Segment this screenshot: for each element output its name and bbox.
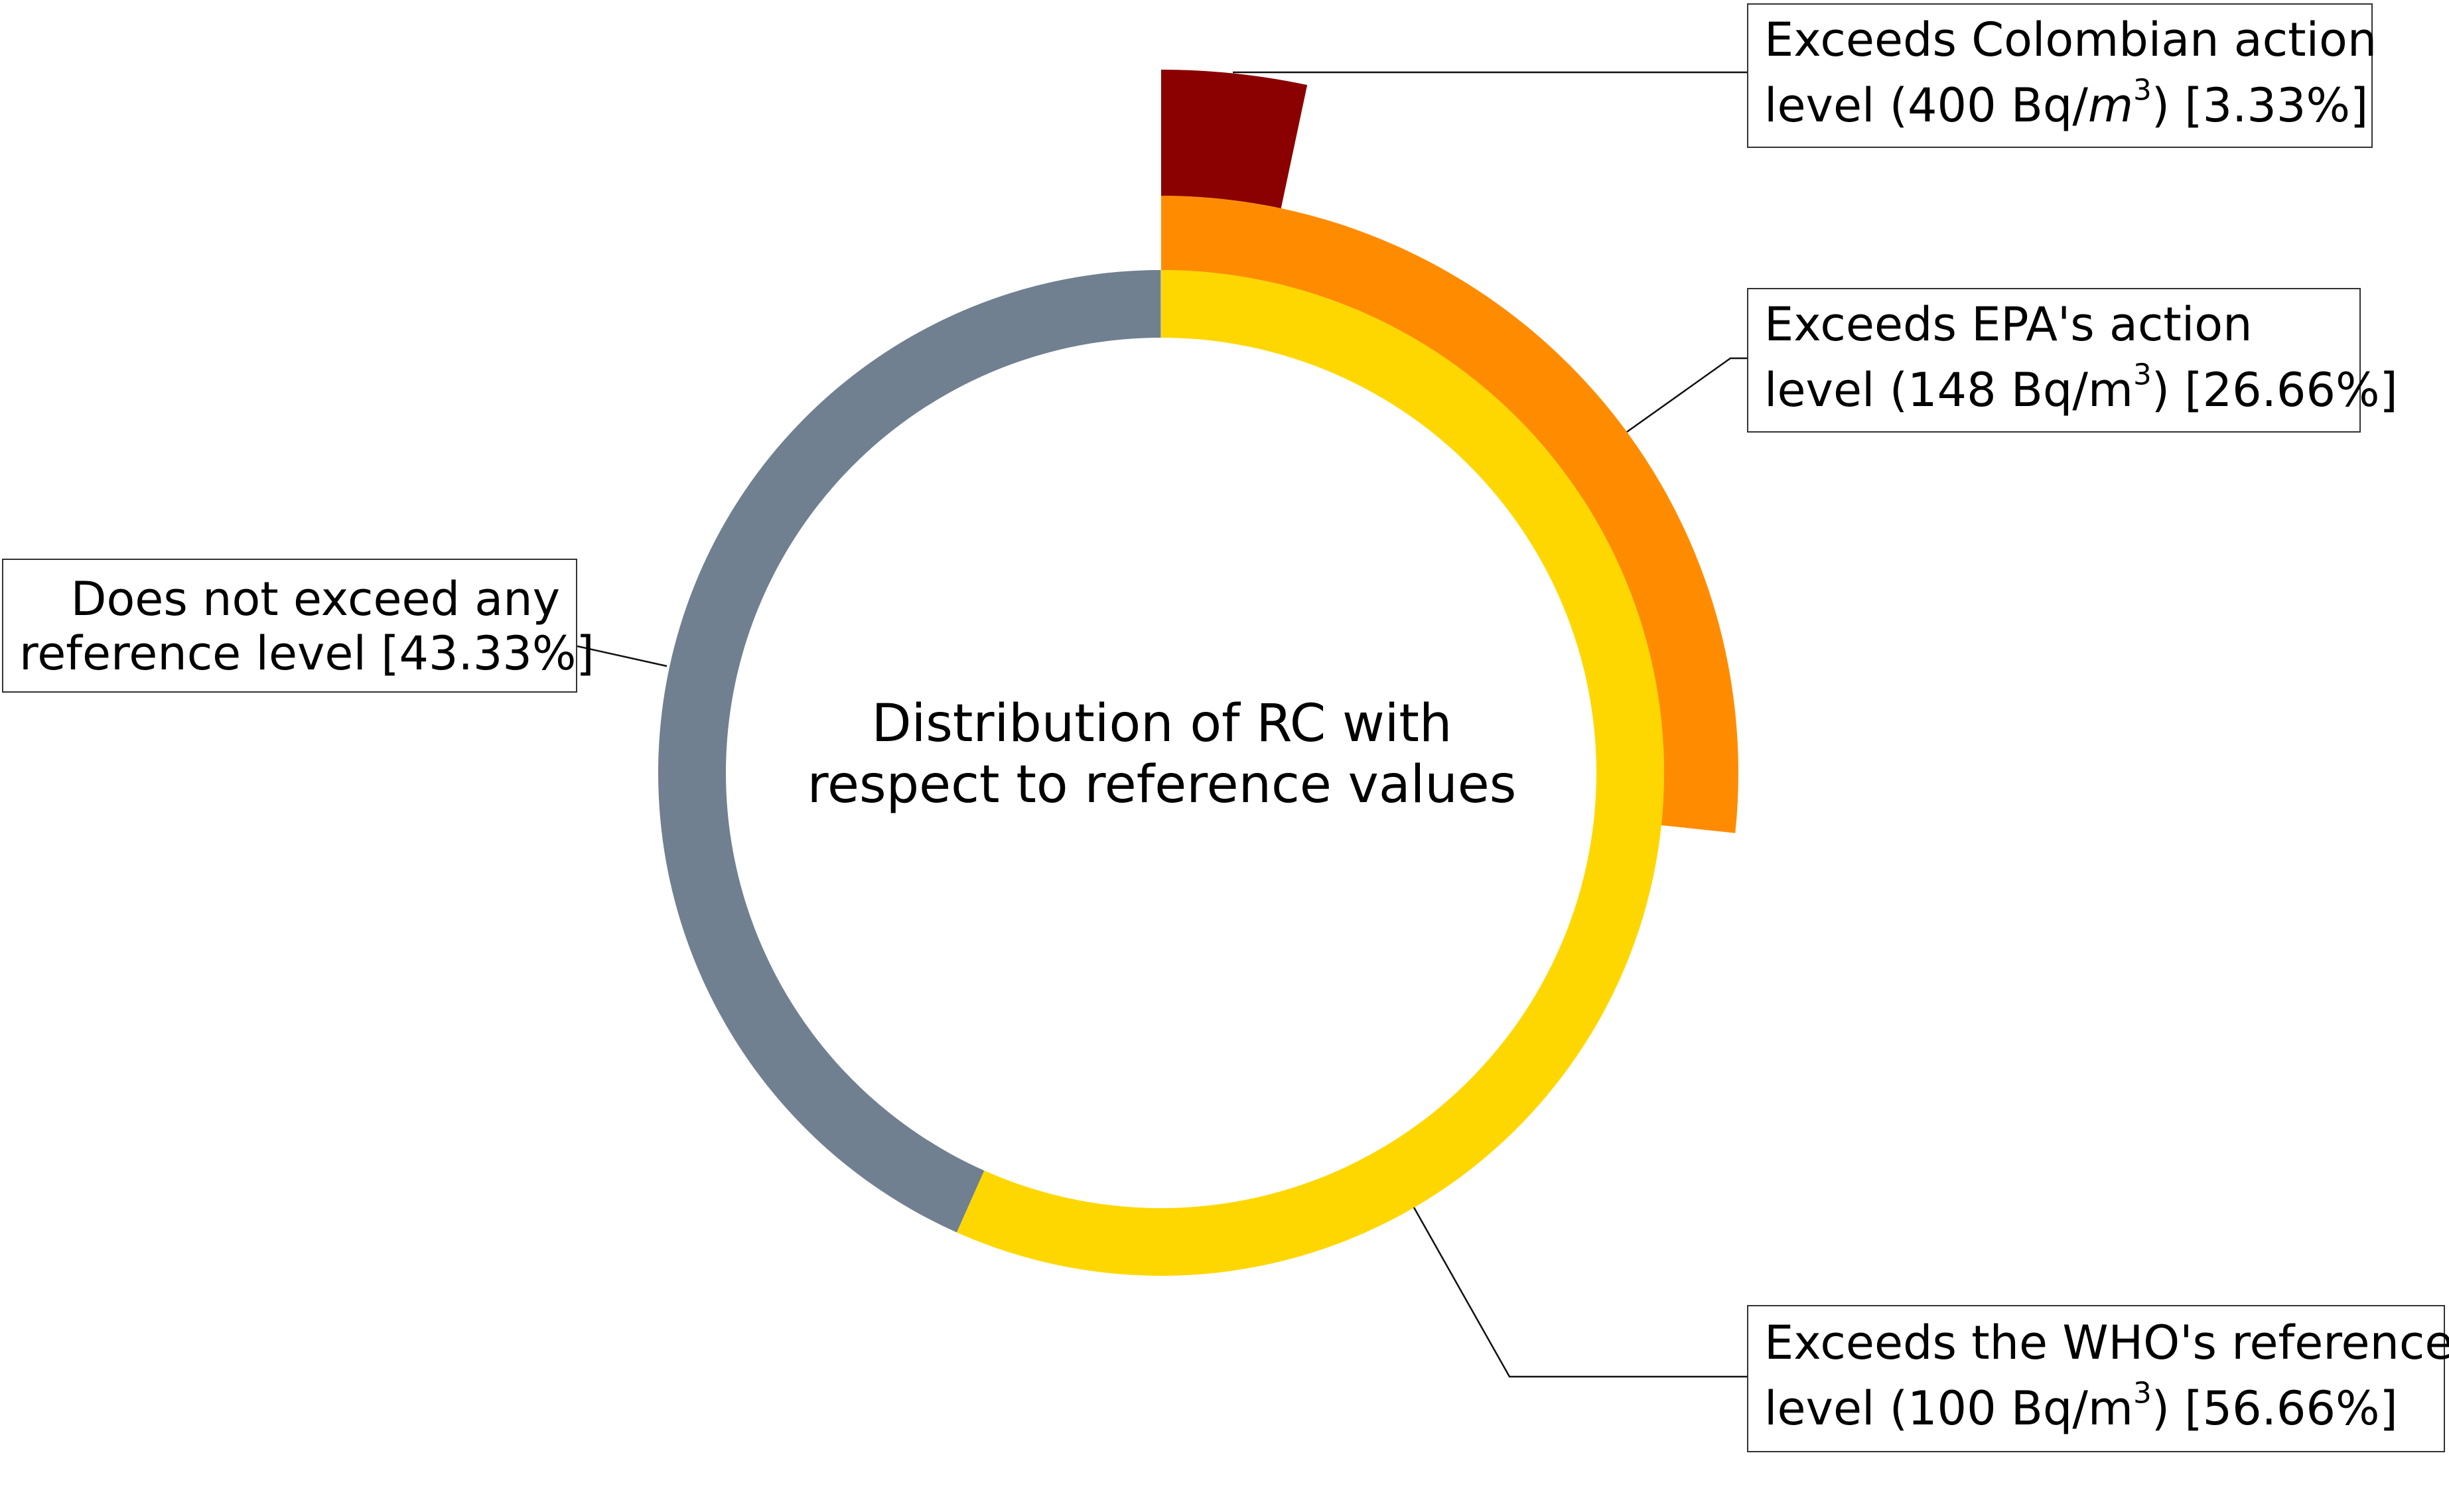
label-epa-line-1: Exceeds EPA's action [1764,297,2253,352]
label-not-exceed-line-2: reference level [43.33%] [19,626,595,681]
label-does-not-exceed: Does not exceed any reference level [43.… [2,559,595,693]
label-colombian-action-level: Exceeds Colombian action level (400 Bq/m… [1747,3,2377,148]
label-who-line-1: Exceeds the WHO's reference [1764,1316,2449,1370]
chart-title-line-2: respect to reference values [807,755,1517,815]
chart-title: Distribution of RC with respect to refer… [744,693,1580,815]
label-colombian-line-1: Exceeds Colombian action [1764,13,2377,67]
label-epa-action-level: Exceeds EPA's action level (148 Bq/m3) [… [1747,288,2398,433]
label-not-exceed-line-1: Does not exceed any [70,572,560,626]
label-who-reference-level: Exceeds the WHO's reference level (100 B… [1747,1305,2449,1452]
slice-colombian-action-level [1161,70,1308,208]
label-who-line-2: level (100 Bq/m3) [56.66%] [1764,1377,2398,1436]
label-colombian-line-2: level (400 Bq/m3) [3.33%] [1764,74,2369,133]
chart-title-line-1: Distribution of RC with [871,694,1452,754]
leader-epa [1626,357,1747,433]
slice-epa-action-level [1161,196,1738,833]
slice-does-not-exceed [658,270,1161,1233]
leader-does-not-exceed [577,645,667,667]
leader-who [1413,1207,1747,1378]
label-epa-line-2: level (148 Bq/m3) [26.66%] [1764,358,2398,417]
